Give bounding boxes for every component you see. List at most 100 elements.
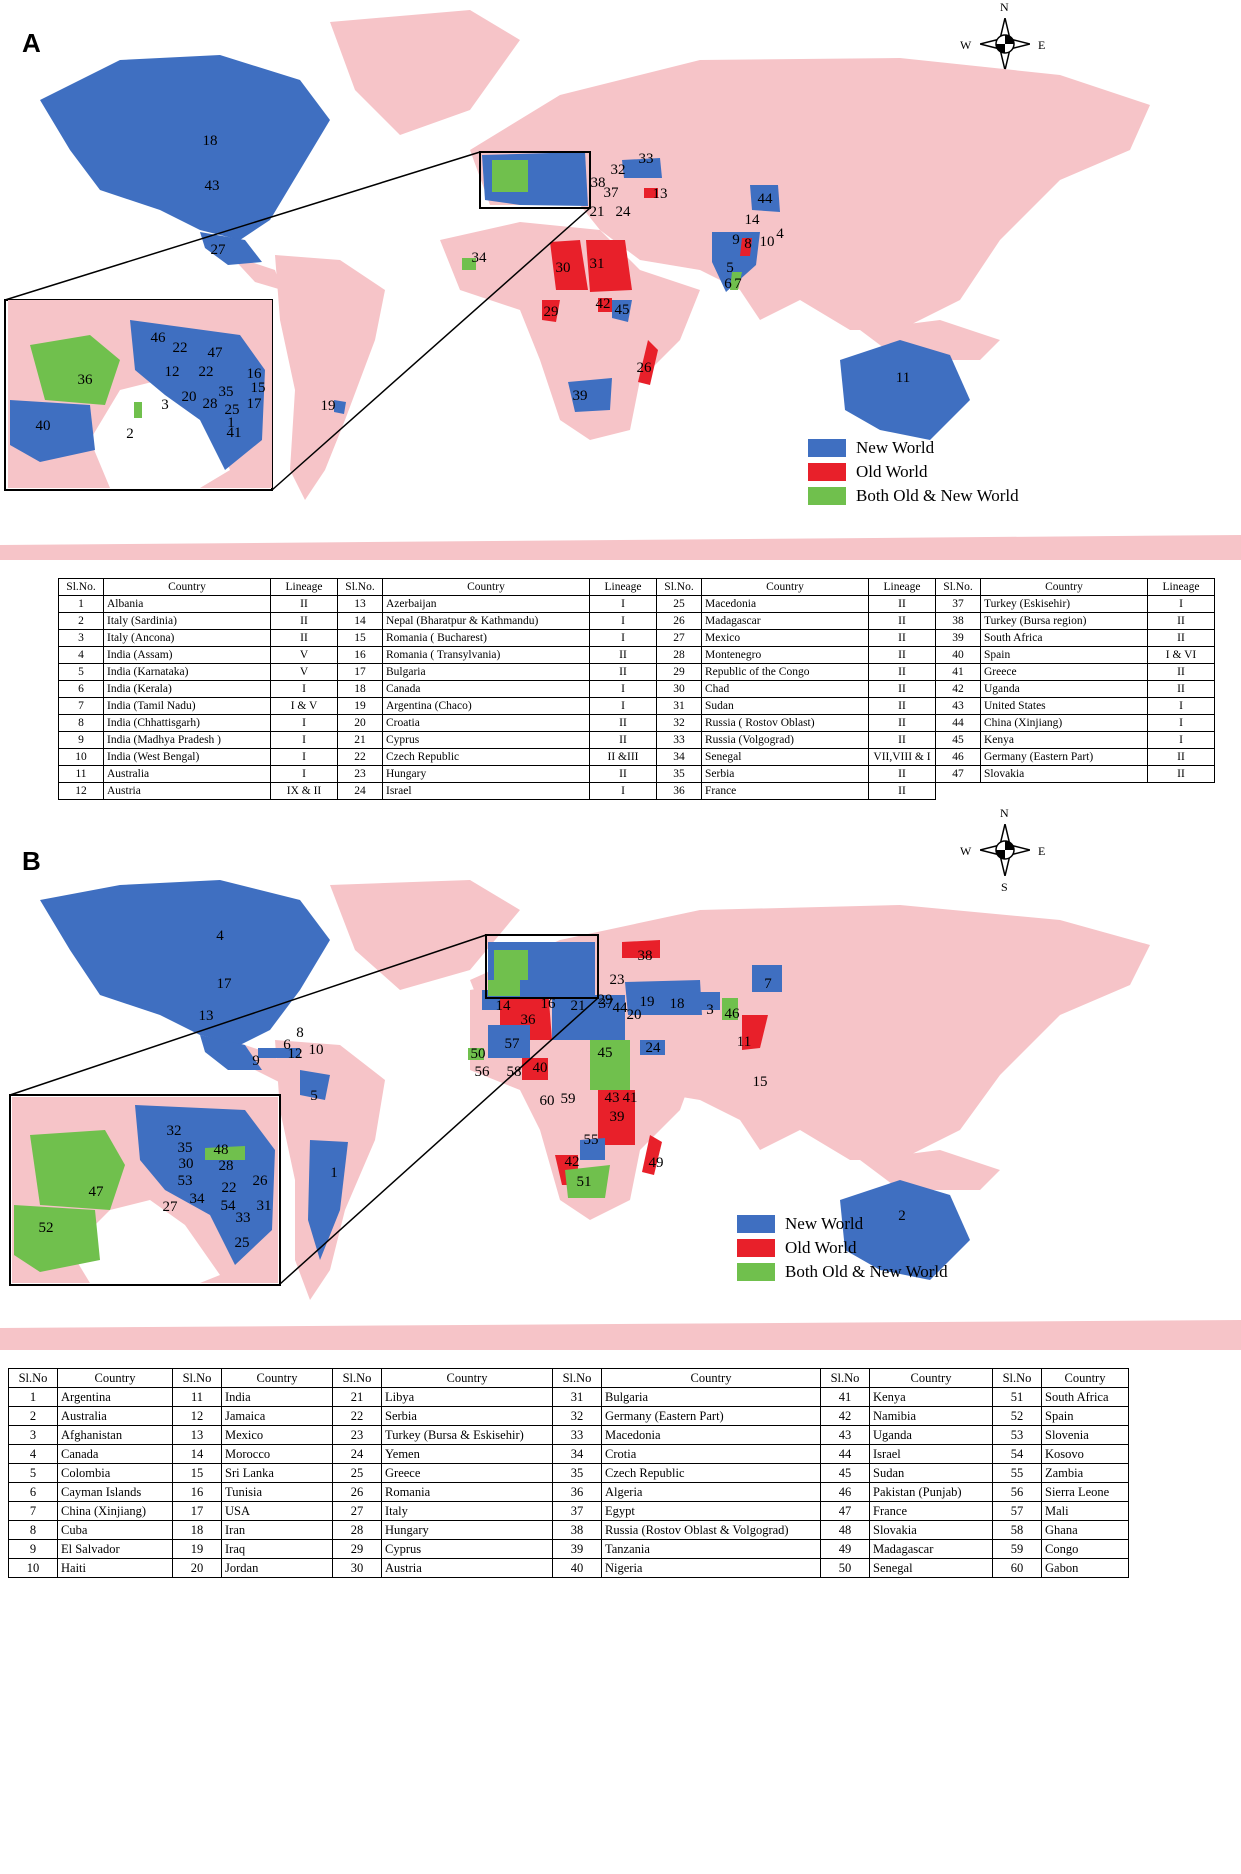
sudan-region-b (590, 1040, 630, 1090)
cell-lineage: II (1147, 663, 1215, 681)
cell-country: USA (221, 1501, 333, 1521)
map-country-number: 6 (283, 1037, 291, 1053)
cell-serial: 4 (58, 646, 104, 664)
map-country-number: 13 (653, 186, 668, 202)
cell-serial: 39 (935, 629, 981, 647)
cell-country: Canada (57, 1444, 173, 1464)
cell-serial: 27 (332, 1501, 382, 1521)
map-country-number: 8 (744, 236, 752, 252)
cell-lineage: II (589, 646, 657, 664)
compass-south: S (1001, 880, 1008, 894)
cell-serial: 26 (332, 1482, 382, 1502)
cell-country: Bulgaria (382, 663, 590, 681)
table-row: 2 Italy (Sardinia) II 14 Nepal (Bharatpur & … (58, 612, 1215, 630)
cell-country: Morocco (221, 1444, 333, 1464)
cell-serial: 44 (820, 1444, 870, 1464)
cell-country: Macedonia (701, 595, 869, 613)
cell-serial: 8 (58, 714, 104, 732)
cell-serial: 60 (992, 1558, 1042, 1578)
map-country-number: 45 (615, 302, 630, 318)
cell-serial: 40 (552, 1558, 602, 1578)
cell-serial: 47 (820, 1501, 870, 1521)
north-america-region (40, 55, 330, 240)
map-country-number: 58 (507, 1064, 522, 1080)
cell-serial: 13 (337, 595, 383, 613)
sudan-region (586, 240, 632, 292)
map-country-number: 50 (471, 1046, 486, 1062)
map-country-number: 19 (321, 398, 336, 414)
inset-country-number: 22 (173, 340, 188, 356)
cell-serial: 25 (656, 595, 702, 613)
cell-serial: 10 (58, 748, 104, 766)
map-country-number: 21 (571, 998, 586, 1014)
cell-serial: 37 (935, 595, 981, 613)
swatch-both (737, 1263, 775, 1281)
cell-country: Cayman Islands (57, 1482, 173, 1502)
cell-country: Argentina (57, 1387, 173, 1407)
libya-region-b (552, 995, 590, 1040)
cell-country: Turkey (Bursa & Eskisehir) (381, 1425, 553, 1445)
cell-serial: 40 (935, 646, 981, 664)
map-country-number: 60 (540, 1093, 555, 1109)
cell-country: Kenya (980, 731, 1148, 749)
inset-slovakia-b (205, 1146, 245, 1160)
cell-country: Austria (381, 1558, 553, 1578)
map-country-number: 29 (598, 992, 613, 1008)
cell-lineage: I (589, 782, 657, 800)
cell-serial: 39 (552, 1539, 602, 1559)
table-header: Lineage (1147, 578, 1215, 596)
cell-serial: 2 (58, 612, 104, 630)
cell-country: Uganda (980, 680, 1148, 698)
cell-country: Romania ( Bucharest) (382, 629, 590, 647)
cell-serial: 27 (656, 629, 702, 647)
cell-lineage: I & VI (1147, 646, 1215, 664)
table-row: 8 India (Chhattisgarh) I 20 Croatia II 32 Russi… (58, 714, 1215, 732)
table-header: Sl.No (8, 1368, 58, 1388)
table-header: Lineage (270, 578, 338, 596)
map-country-number: 9 (252, 1053, 260, 1069)
cell-country: Spain (1041, 1406, 1129, 1426)
cell-serial: 21 (337, 731, 383, 749)
cell-country: Crotia (601, 1444, 821, 1464)
chad-region (550, 240, 588, 290)
australia-region (840, 340, 970, 440)
map-country-number: 44 (758, 191, 774, 207)
table-header: Country (103, 578, 271, 596)
cell-country: Hungary (382, 765, 590, 783)
map-country-number: 26 (637, 360, 653, 376)
cell-serial: 43 (935, 697, 981, 715)
cell-lineage: II (270, 595, 338, 613)
cell-country: China (Xinjiang) (980, 714, 1148, 732)
cell-serial: 42 (935, 680, 981, 698)
cell-country: Tunisia (221, 1482, 333, 1502)
map-country-number: 29 (544, 304, 559, 320)
cell-serial: 47 (935, 765, 981, 783)
cell-serial: 36 (656, 782, 702, 800)
cell-serial: 4 (8, 1444, 58, 1464)
map-country-number: 23 (610, 972, 625, 988)
legend-row-new-world: New World (808, 436, 1019, 460)
cell-country: Nigeria (601, 1558, 821, 1578)
map-country-number: 7 (734, 276, 742, 292)
compass-rose-b: N W E S (960, 806, 1050, 896)
cell-country: Russia ( Rostov Oblast) (701, 714, 869, 732)
cell-serial: 25 (332, 1463, 382, 1483)
zambia-region-b (580, 1138, 605, 1160)
inset-map-b (9, 1094, 281, 1286)
cell-lineage: II &III (589, 748, 657, 766)
cell-country: Zambia (1041, 1463, 1129, 1483)
cell-country: Tanzania (601, 1539, 821, 1559)
inset-france-b (30, 1130, 125, 1210)
cell-country: Afghanistan (57, 1425, 173, 1445)
cell-country: Germany (Eastern Part) (980, 748, 1148, 766)
cell-serial: 33 (656, 731, 702, 749)
cell-lineage: I & V (270, 697, 338, 715)
map-country-number: 15 (753, 1074, 768, 1090)
inset-country-number: 22 (222, 1180, 237, 1196)
cell-serial: 58 (992, 1520, 1042, 1540)
legend-b: New World Old World Both Old & New World (737, 1212, 948, 1284)
cell-serial: 21 (332, 1387, 382, 1407)
table-row: 6 India (Kerala) I 18 Canada I 30 Chad II 42 Ugand… (58, 680, 1215, 698)
madagascar-region (638, 340, 658, 385)
cell-serial: 31 (552, 1387, 602, 1407)
